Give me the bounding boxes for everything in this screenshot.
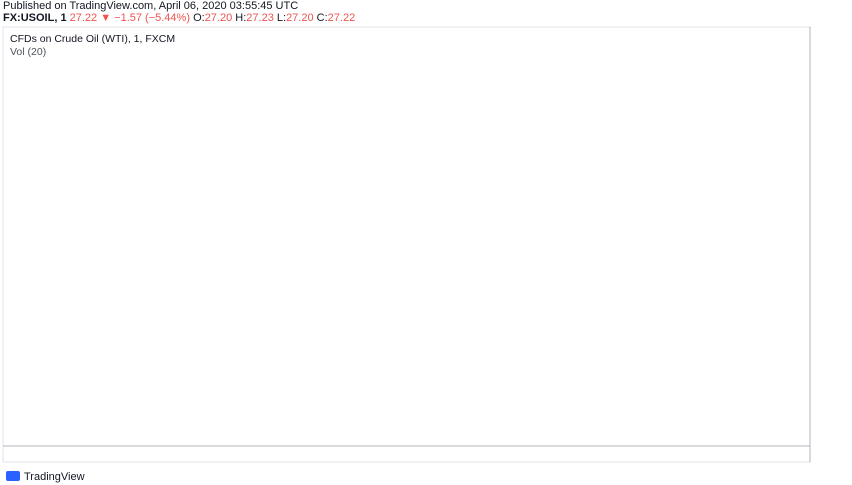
series-legend: CFDs on Crude Oil (WTI), 1, FXCM [10, 33, 175, 45]
ohlc-value: 27.20 [286, 12, 314, 24]
ohlc-label: O: [193, 12, 205, 24]
logo-text: TradingView [24, 471, 85, 483]
logo-icon [6, 471, 20, 481]
volume-legend: Vol (20) [10, 46, 46, 58]
price: 27.22 [69, 12, 98, 24]
logo: TradingView [6, 471, 85, 483]
ohlc-label: C: [316, 12, 328, 24]
ohlc-label: L: [276, 12, 287, 24]
ohlc-value: 27.22 [327, 12, 356, 24]
symbol-line: FX:USOIL, 1 27.22 ▼ −1.57 (−5.44%) O:27.… [3, 12, 355, 24]
symbol: FX:USOIL, 1 [3, 12, 67, 24]
published-line: Published on TradingView.com, April 06, … [3, 0, 299, 12]
plot-frame [2, 26, 811, 463]
ohlc-value: 27.20 [204, 12, 233, 24]
ohlc-label: H: [235, 12, 247, 24]
change: ▼ −1.57 (−5.44%) [100, 12, 190, 24]
ohlc-value: 27.23 [246, 12, 274, 24]
